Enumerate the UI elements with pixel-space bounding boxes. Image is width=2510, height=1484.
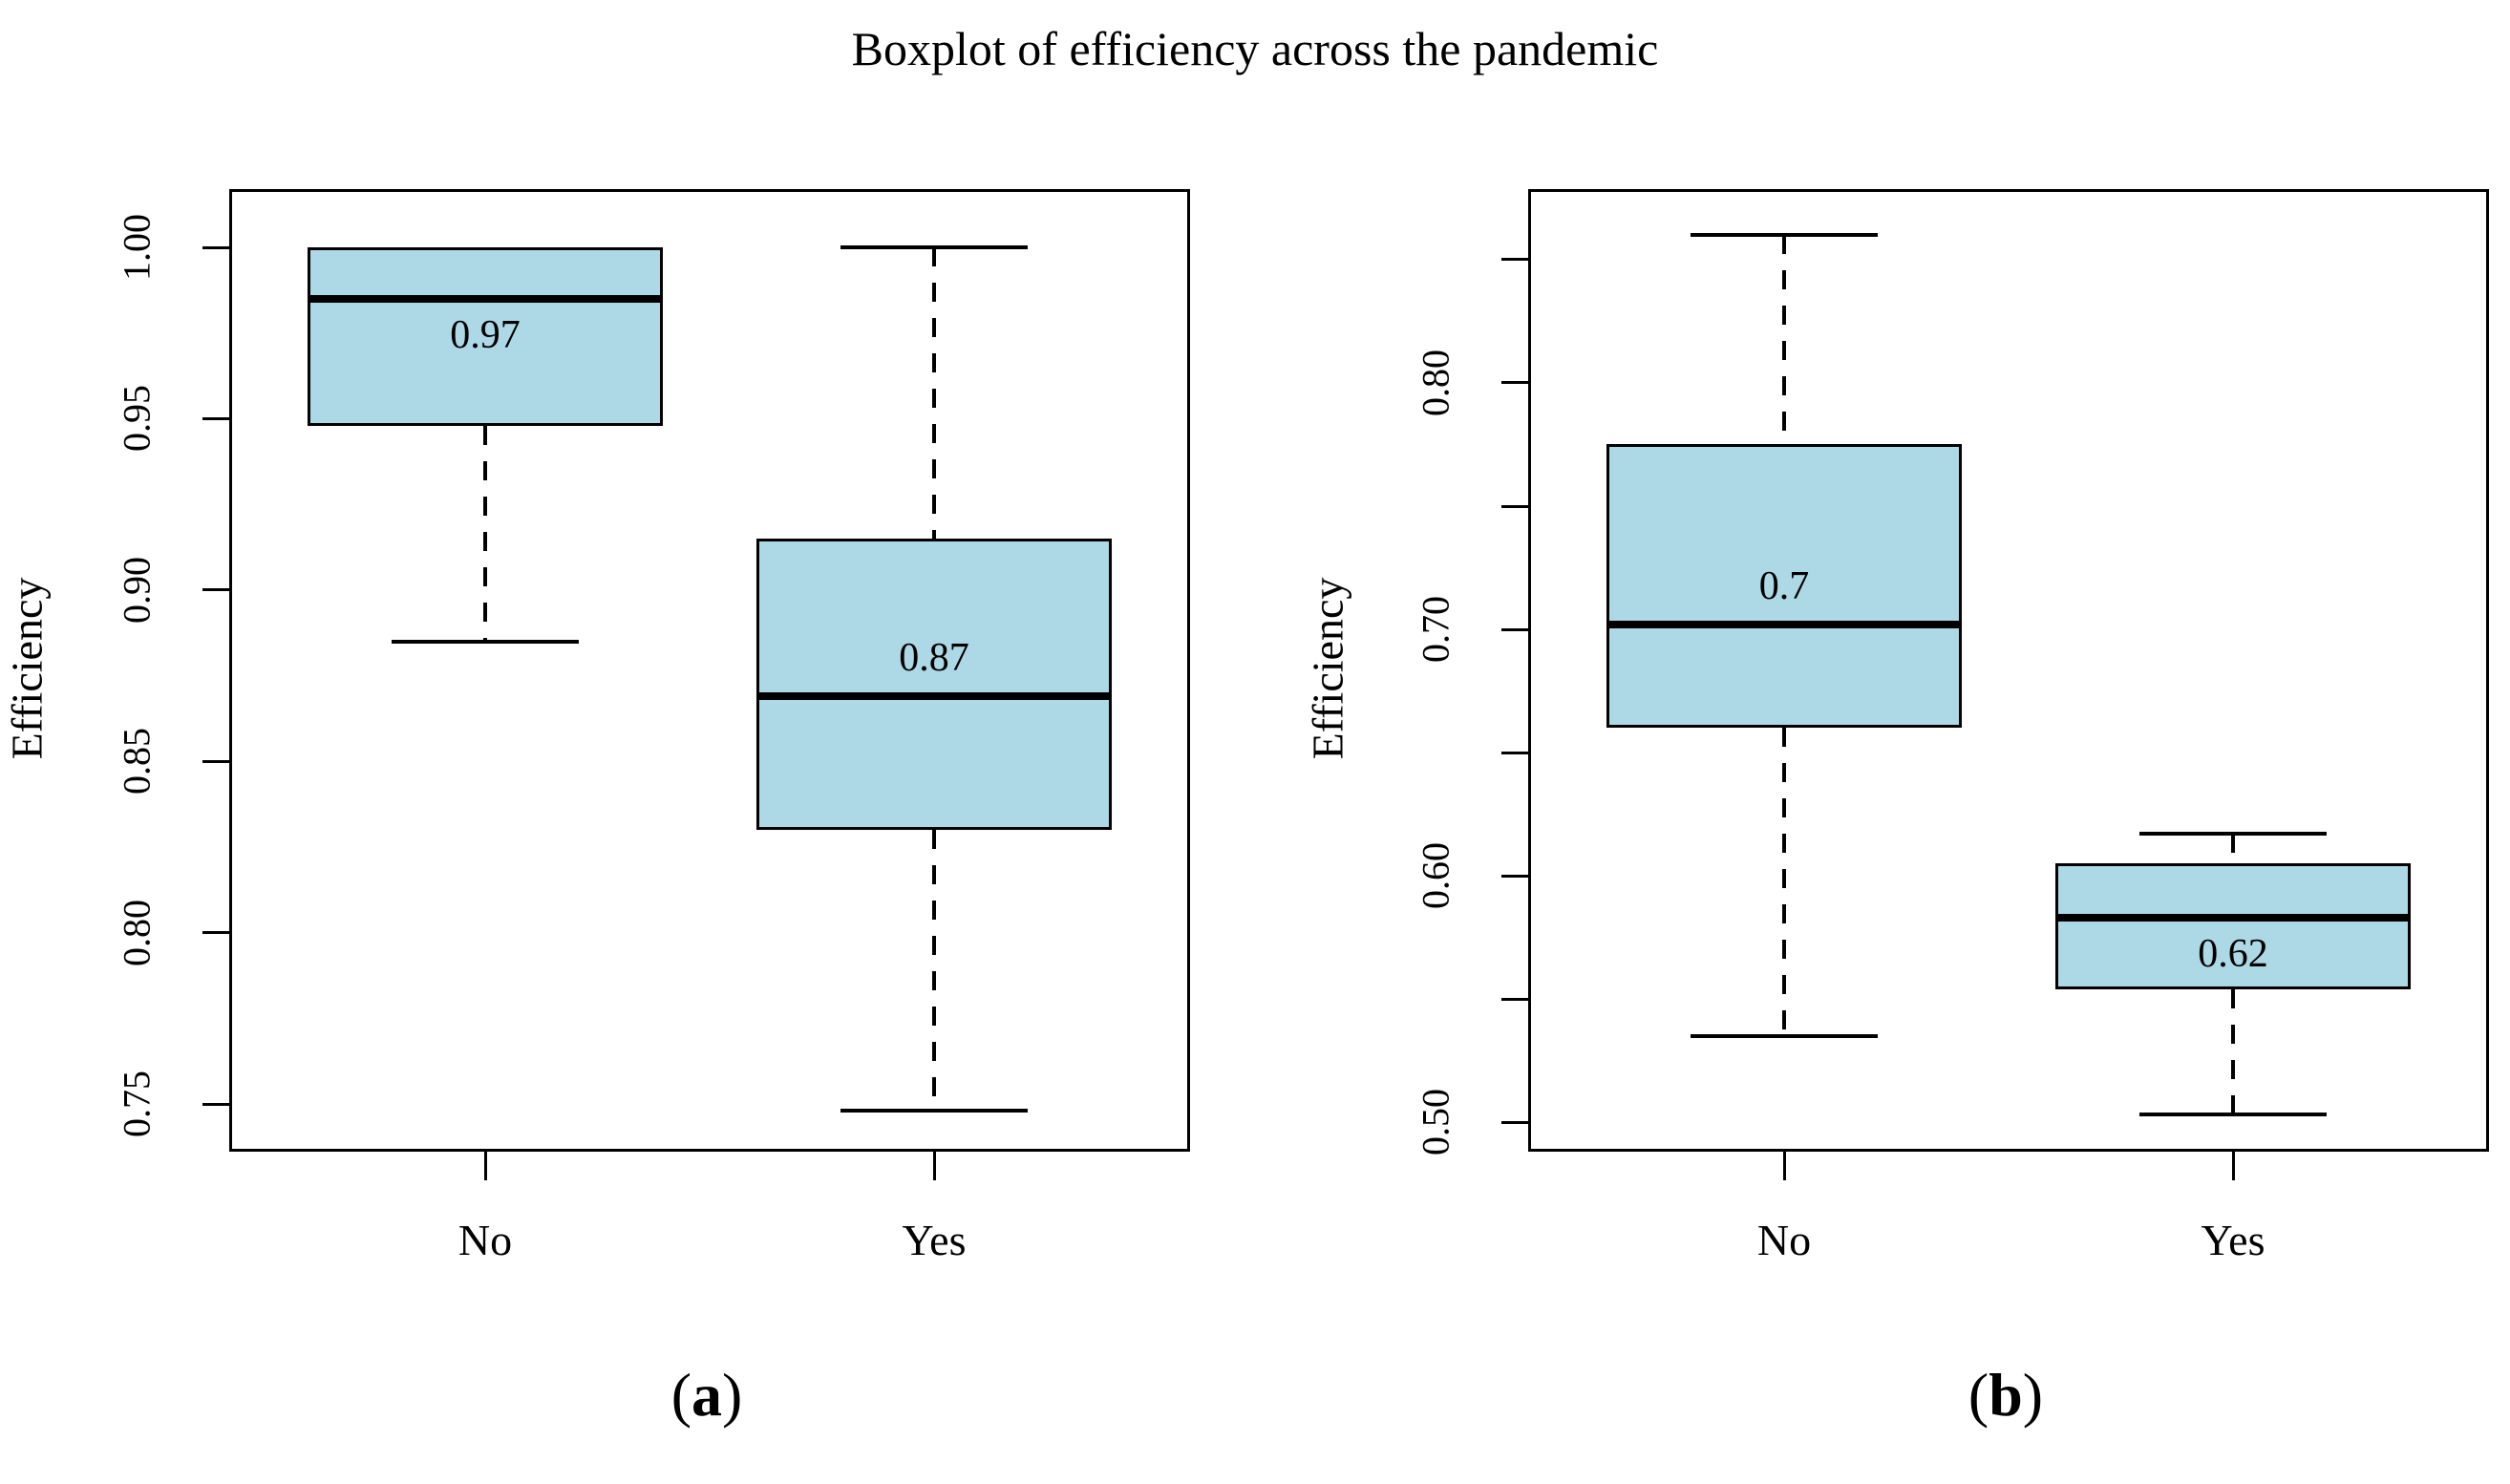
median-line	[308, 294, 663, 303]
y-tick-mark	[202, 416, 229, 420]
y-tick-label: 0.75	[115, 1071, 159, 1137]
box	[1606, 444, 1962, 729]
category-label: Yes	[2201, 1216, 2265, 1264]
category-label: No	[1756, 1216, 1812, 1264]
y-tick-label: 0.95	[115, 385, 159, 453]
median-value-label: 0.62	[2198, 931, 2268, 976]
y-tick-mark	[1501, 627, 1528, 631]
x-tick-mark	[932, 1152, 936, 1180]
y-tick-mark	[202, 931, 229, 935]
y-tick-label: 0.70	[1414, 596, 1457, 664]
whisker-line-upper	[1782, 235, 1786, 445]
y-tick-label: 0.80	[115, 899, 159, 966]
category-label: No	[457, 1216, 513, 1264]
x-tick-mark	[1782, 1152, 1786, 1180]
caption-close-paren: )	[2022, 1361, 2044, 1429]
y-tick-label: 0.80	[1414, 349, 1457, 416]
whisker-cap-upper	[2139, 832, 2327, 837]
y-tick-label: 0.90	[115, 556, 159, 624]
y-tick-mark	[1501, 874, 1528, 878]
whisker-cap-lower	[2139, 1113, 2327, 1117]
whisker-line-upper	[2231, 834, 2235, 864]
plot-area-b: 0.50 0.60 0.70 0.80 0.7 No 0.62 Yes	[1415, 189, 2489, 1264]
caption-letter-a: a	[691, 1361, 722, 1429]
y-tick-label: 0.85	[115, 728, 159, 795]
caption-open-paren: (	[1968, 1361, 1989, 1429]
panel-caption-a: (a)	[229, 1360, 1184, 1431]
whisker-line-lower	[1782, 728, 1786, 1036]
box	[308, 247, 663, 426]
median-value-label: 0.97	[450, 312, 521, 357]
y-tick-label: 1.00	[115, 214, 159, 282]
whisker-cap-lower	[392, 639, 579, 644]
caption-open-paren: (	[670, 1361, 691, 1429]
whisker-line-lower	[483, 425, 487, 642]
whisker-cap-lower	[840, 1109, 1028, 1113]
median-value-label: 0.87	[899, 636, 969, 681]
y-tick-mark	[1501, 1120, 1528, 1124]
median-value-label: 0.7	[1758, 563, 1810, 608]
median-line	[2055, 913, 2411, 922]
panel-caption-b: (b)	[1528, 1360, 2483, 1431]
caption-close-paren: )	[722, 1361, 743, 1429]
caption-letter-b: b	[1989, 1361, 2023, 1429]
whisker-line-lower	[932, 830, 936, 1112]
y-axis-title-b: Efficiency	[1303, 577, 1352, 760]
whisker-line-upper	[932, 247, 936, 540]
box	[2055, 863, 2411, 989]
y-tick-mark	[1501, 504, 1528, 508]
y-tick-label: 0.60	[1414, 842, 1457, 910]
y-tick-mark	[1501, 258, 1528, 262]
median-line	[756, 692, 1112, 701]
x-tick-mark	[483, 1152, 487, 1180]
y-tick-mark	[202, 588, 229, 592]
plot-area-a: 0.75 0.80 0.85 0.90 0.95 1.00 0.97 No 0.87 Yes	[116, 189, 1190, 1264]
whisker-cap-lower	[1691, 1033, 1878, 1038]
figure-title: Boxplot of efficiency across the pandemi…	[851, 22, 1659, 75]
whisker-cap-upper	[840, 245, 1028, 250]
category-label: Yes	[902, 1216, 967, 1264]
y-tick-mark	[1501, 381, 1528, 385]
y-tick-mark	[202, 245, 229, 249]
y-tick-mark	[202, 1102, 229, 1106]
y-tick-mark	[1501, 751, 1528, 754]
y-axis-title-a: Efficiency	[2, 577, 52, 760]
median-line	[1606, 620, 1962, 628]
x-tick-mark	[2231, 1152, 2235, 1180]
y-tick-mark	[202, 759, 229, 763]
y-tick-mark	[1501, 997, 1528, 1001]
box	[756, 539, 1112, 830]
whisker-line-lower	[2231, 988, 2235, 1115]
whisker-cap-upper	[1691, 233, 1878, 238]
y-tick-label: 0.50	[1414, 1089, 1457, 1156]
